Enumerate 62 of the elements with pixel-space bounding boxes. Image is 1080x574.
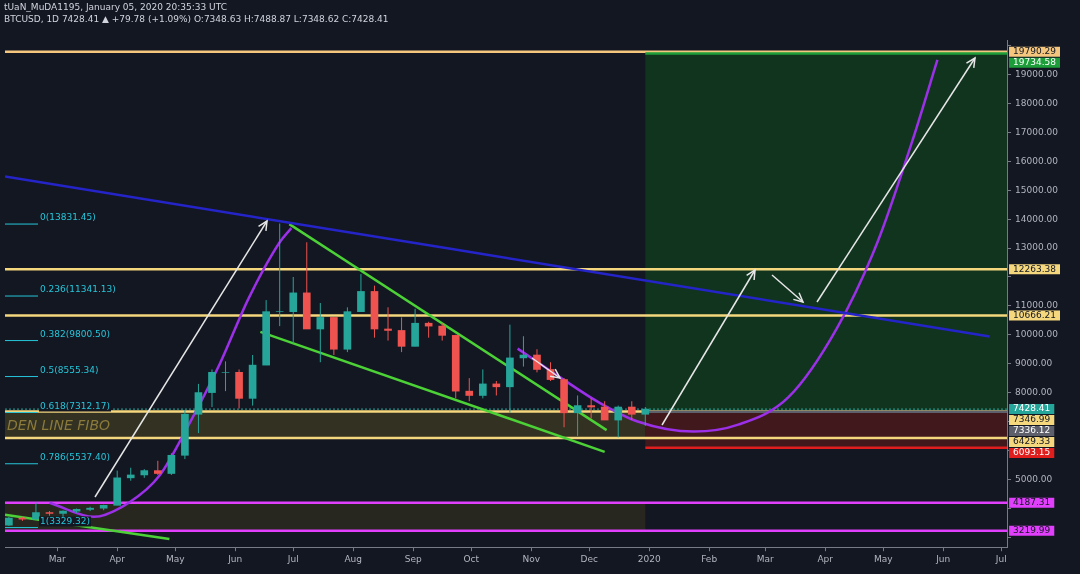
y-tick-label: 14000.00 — [1015, 213, 1059, 224]
ref-line-label: 0(13831.45) — [40, 212, 96, 223]
y-tick-label: 5000.00 — [1015, 473, 1053, 484]
x-tick-label: 2020 — [637, 553, 661, 564]
y-tick-label: 16000.00 — [1015, 155, 1059, 166]
ref-line-label: 0.236(11341.13) — [40, 284, 116, 295]
y-tick-label: 9000.00 — [1015, 358, 1053, 369]
candlestick — [627, 400, 636, 421]
x-tick-label: Jul — [994, 553, 1007, 564]
y-tick-label: 8000.00 — [1015, 386, 1053, 397]
x-tick-label: May — [165, 553, 186, 564]
ref-line-label: 6429.33 — [1013, 436, 1051, 447]
line-series — [516, 58, 939, 433]
ref-line-label: 12263.38 — [1013, 263, 1057, 274]
ref-line-label: 19734.58 — [1013, 57, 1057, 68]
x-tick-label: Apr — [817, 553, 834, 564]
y-tick-label: 10000.00 — [1015, 329, 1059, 340]
candlestick — [140, 468, 149, 479]
ref-line-label: 6093.15 — [1013, 447, 1051, 458]
x-tick-label: Mar — [756, 553, 775, 564]
x-tick-label: Jul — [286, 553, 299, 564]
ref-line-label: 0.5(8555.34) — [40, 364, 99, 375]
x-tick-label: Mar — [48, 553, 67, 564]
candlestick — [153, 460, 162, 476]
ref-line-label: 7336.12 — [1013, 425, 1051, 436]
band-label: DEN LINE FIBO — [7, 417, 111, 434]
candlestick — [221, 360, 230, 392]
ref-line-label: 7428.41 — [1013, 403, 1051, 414]
ref-line-label: 0.786(5537.40) — [40, 452, 111, 463]
ref-line-label: 4187.31 — [1013, 497, 1051, 508]
ref-line-label: 0.618(7312.17) — [40, 400, 111, 411]
ref-line-label: 10666.21 — [1013, 309, 1057, 320]
x-tick-label: Jun — [227, 553, 243, 564]
candlestick — [262, 299, 270, 366]
y-tick-label: 11000.00 — [1015, 300, 1059, 311]
x-tick-label: May — [873, 553, 894, 564]
x-tick-label: Nov — [522, 553, 541, 564]
x-tick-label: Apr — [109, 553, 126, 564]
y-tick-label: 17000.00 — [1015, 126, 1059, 137]
x-tick-label: Feb — [701, 553, 718, 564]
x-tick-label: Dec — [580, 553, 598, 564]
candlestick — [45, 510, 54, 517]
x-tick-label: Sep — [404, 553, 422, 564]
y-tick-label: 13000.00 — [1015, 242, 1059, 253]
y-tick-label: 15000.00 — [1015, 184, 1059, 195]
ref-line-label: 19790.29 — [1013, 46, 1057, 57]
ref-line-label: 3219.99 — [1013, 525, 1051, 536]
candlestick — [465, 377, 474, 402]
candlestick — [275, 223, 284, 327]
ref-line-label: 1(3329.32) — [40, 515, 90, 526]
chart-subtitle: tUaN_MuDA1195, January 05, 2020 20:35:33 UTC — [4, 2, 227, 12]
x-tick-label: Oct — [463, 553, 480, 564]
y-tick-label: 18000.00 — [1015, 97, 1059, 108]
ref-line-label: 0.382(9800.50) — [40, 328, 111, 339]
x-tick-label: Aug — [344, 553, 362, 564]
ref-line-label: 7346.99 — [1013, 414, 1051, 425]
candlestick — [438, 322, 447, 342]
candlestick — [451, 334, 460, 399]
x-tick-label: Jun — [935, 553, 951, 564]
candlestick — [113, 470, 122, 506]
chart-title: BTCUSD, 1D 7428.41 ▲ +79.78 (+1.09%) O:7348.63 H:7488.87 L:7348.62 C:7428.41 — [4, 14, 389, 24]
y-tick-label: 19000.00 — [1015, 69, 1059, 80]
